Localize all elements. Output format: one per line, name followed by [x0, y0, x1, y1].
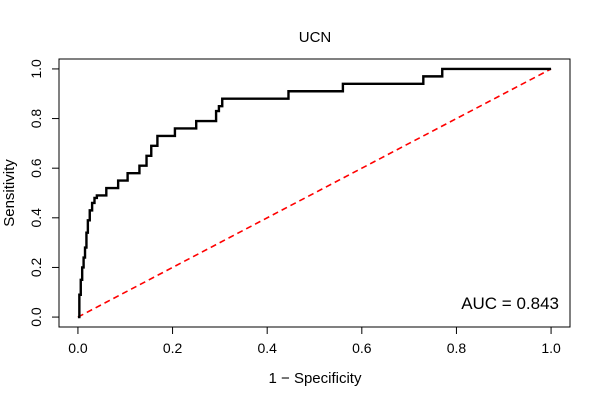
- y-tick-label: 0.4: [28, 208, 44, 228]
- y-tick-label: 1.0: [28, 59, 44, 79]
- x-tick-label: 1.0: [541, 340, 561, 356]
- y-tick-label: 0.0: [28, 307, 44, 327]
- x-tick-label: 0.6: [352, 340, 372, 356]
- x-tick-label: 0.0: [68, 340, 88, 356]
- y-axis: 0.0 0.2 0.4 0.6 0.8 1.0: [28, 59, 60, 327]
- roc-curve-line: [77, 67, 552, 319]
- x-tick-label: 0.8: [447, 340, 467, 356]
- auc-annotation: AUC = 0.843: [461, 294, 559, 313]
- y-axis-label: Sensitivity: [1, 159, 18, 227]
- chart-title: UCN: [299, 29, 332, 46]
- reference-diagonal-line: [77, 68, 552, 318]
- x-tick-label: 0.2: [163, 340, 183, 356]
- y-tick-label: 0.6: [28, 158, 44, 178]
- series-layer: [77, 67, 552, 319]
- x-tick-label: 0.4: [257, 340, 277, 356]
- y-tick-label: 0.2: [28, 258, 44, 278]
- y-tick-label: 0.8: [28, 109, 44, 129]
- x-axis-label: 1 − Specificity: [269, 370, 362, 387]
- x-axis: 0.0 0.2 0.4 0.6 0.8 1.0: [68, 326, 561, 356]
